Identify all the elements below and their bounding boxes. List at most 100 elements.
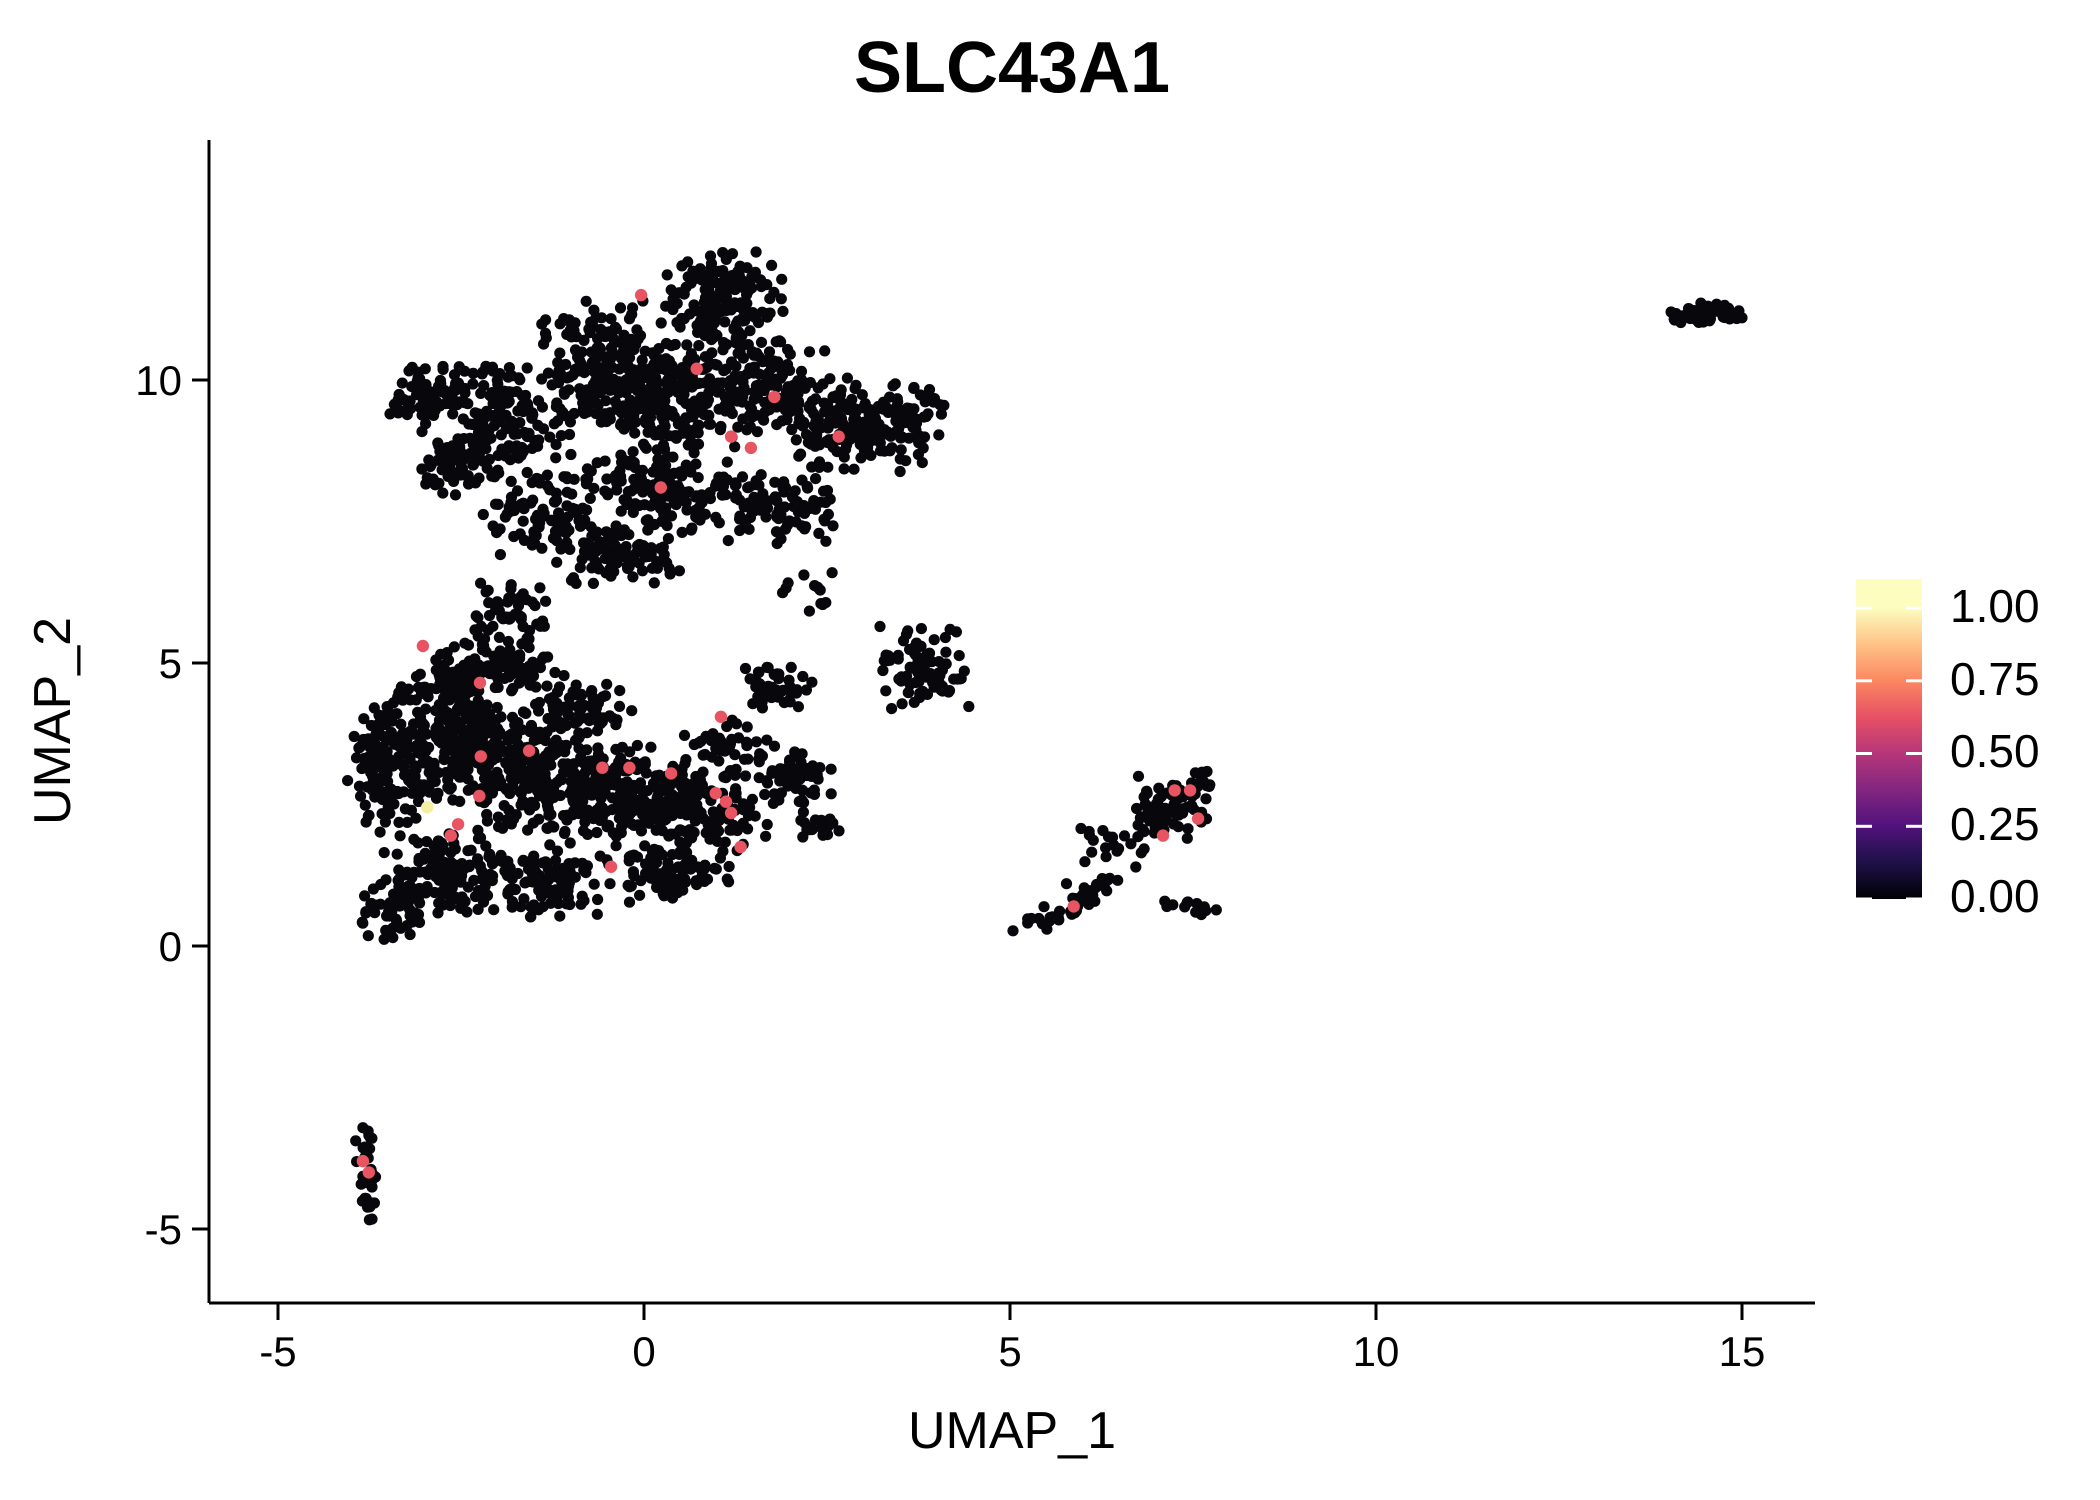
cell-point <box>788 500 800 513</box>
expressing-cell-point <box>832 430 845 443</box>
cell-point <box>625 818 638 830</box>
cell-point <box>710 511 722 523</box>
cell-point <box>877 664 889 677</box>
cell-point <box>748 505 760 517</box>
cell-point <box>683 802 696 815</box>
cell-point <box>591 559 603 571</box>
cell-point <box>639 758 651 770</box>
cell-point <box>437 363 449 375</box>
cell-point <box>846 393 858 406</box>
cell-point <box>581 406 594 418</box>
cell-point <box>687 411 699 423</box>
cell-point <box>465 844 477 856</box>
cell-point <box>526 539 538 551</box>
cell-point <box>374 826 386 838</box>
cell-point <box>781 391 793 403</box>
cell-point <box>655 429 667 441</box>
cell-point <box>587 692 599 704</box>
x-axis-title: UMAP_1 <box>908 1402 1116 1460</box>
cell-point <box>812 773 824 785</box>
expressing-cell-point <box>522 744 536 757</box>
cell-point <box>897 635 910 647</box>
cell-point <box>399 803 411 815</box>
cell-point <box>746 271 758 283</box>
cell-point <box>638 808 650 820</box>
cell-point <box>916 668 928 680</box>
cell-point <box>701 397 713 409</box>
cell-point <box>591 908 603 920</box>
cell-point <box>1100 842 1112 854</box>
cell-point <box>423 454 435 466</box>
cell-point <box>511 386 523 398</box>
cell-point <box>963 700 975 713</box>
cell-point <box>775 372 787 384</box>
cell-point <box>606 346 618 358</box>
cell-point <box>588 878 600 890</box>
cell-point <box>517 754 529 766</box>
cell-point <box>502 635 514 648</box>
expressing-cell-point <box>623 761 636 774</box>
cell-point <box>558 388 571 400</box>
cell-point <box>676 781 688 793</box>
cell-point <box>766 259 778 271</box>
cell-point <box>628 804 641 817</box>
cell-point <box>362 930 374 942</box>
cell-point <box>462 639 475 651</box>
cell-point <box>372 722 384 734</box>
cell-point <box>723 860 735 873</box>
cell-point <box>515 591 527 603</box>
expressing-cell-point <box>1156 829 1170 842</box>
cell-point <box>1167 899 1179 911</box>
cell-point <box>359 890 371 902</box>
cell-point <box>958 665 970 677</box>
cell-point <box>525 911 537 923</box>
cell-point <box>923 647 936 659</box>
cell-point <box>618 361 630 373</box>
cell-point <box>423 407 435 419</box>
cell-point <box>616 815 629 827</box>
cell-point <box>438 692 450 704</box>
cell-point <box>620 342 632 354</box>
cell-point <box>517 405 529 418</box>
expressing-cell-point <box>451 818 465 831</box>
cell-point <box>1132 831 1144 843</box>
cell-point <box>501 814 513 826</box>
cell-point <box>528 850 540 862</box>
cell-point <box>910 676 922 689</box>
cell-point <box>521 466 533 479</box>
cell-point <box>785 661 797 674</box>
cell-point <box>528 659 540 671</box>
cell-point <box>601 678 613 690</box>
cell-point <box>542 651 554 663</box>
cell-point <box>629 500 642 512</box>
cell-point <box>908 382 920 394</box>
legend-label: 0.00 <box>1950 870 2040 922</box>
cell-point <box>708 331 720 343</box>
cell-point <box>950 626 963 638</box>
cell-point <box>825 788 837 800</box>
cell-point <box>373 761 385 773</box>
cell-point <box>589 396 601 408</box>
cell-point <box>894 465 906 478</box>
cell-point <box>600 416 613 428</box>
cell-point <box>516 441 528 454</box>
cell-point <box>690 875 702 887</box>
cell-point <box>680 463 692 475</box>
cell-point <box>470 610 482 622</box>
cell-point <box>416 426 428 438</box>
cell-point <box>795 814 807 826</box>
cell-point <box>615 505 627 517</box>
cell-point <box>610 743 622 756</box>
expressing-cell-point <box>356 1154 370 1168</box>
cell-point <box>699 377 711 389</box>
cell-point <box>919 396 931 408</box>
cell-point <box>540 595 552 607</box>
cell-point <box>578 537 590 549</box>
cell-point <box>474 738 486 750</box>
cell-point <box>781 359 794 371</box>
cell-point <box>736 471 749 483</box>
cell-point <box>751 347 763 359</box>
cell-point <box>1007 925 1019 937</box>
cell-point <box>804 377 817 389</box>
cell-point <box>790 516 802 528</box>
